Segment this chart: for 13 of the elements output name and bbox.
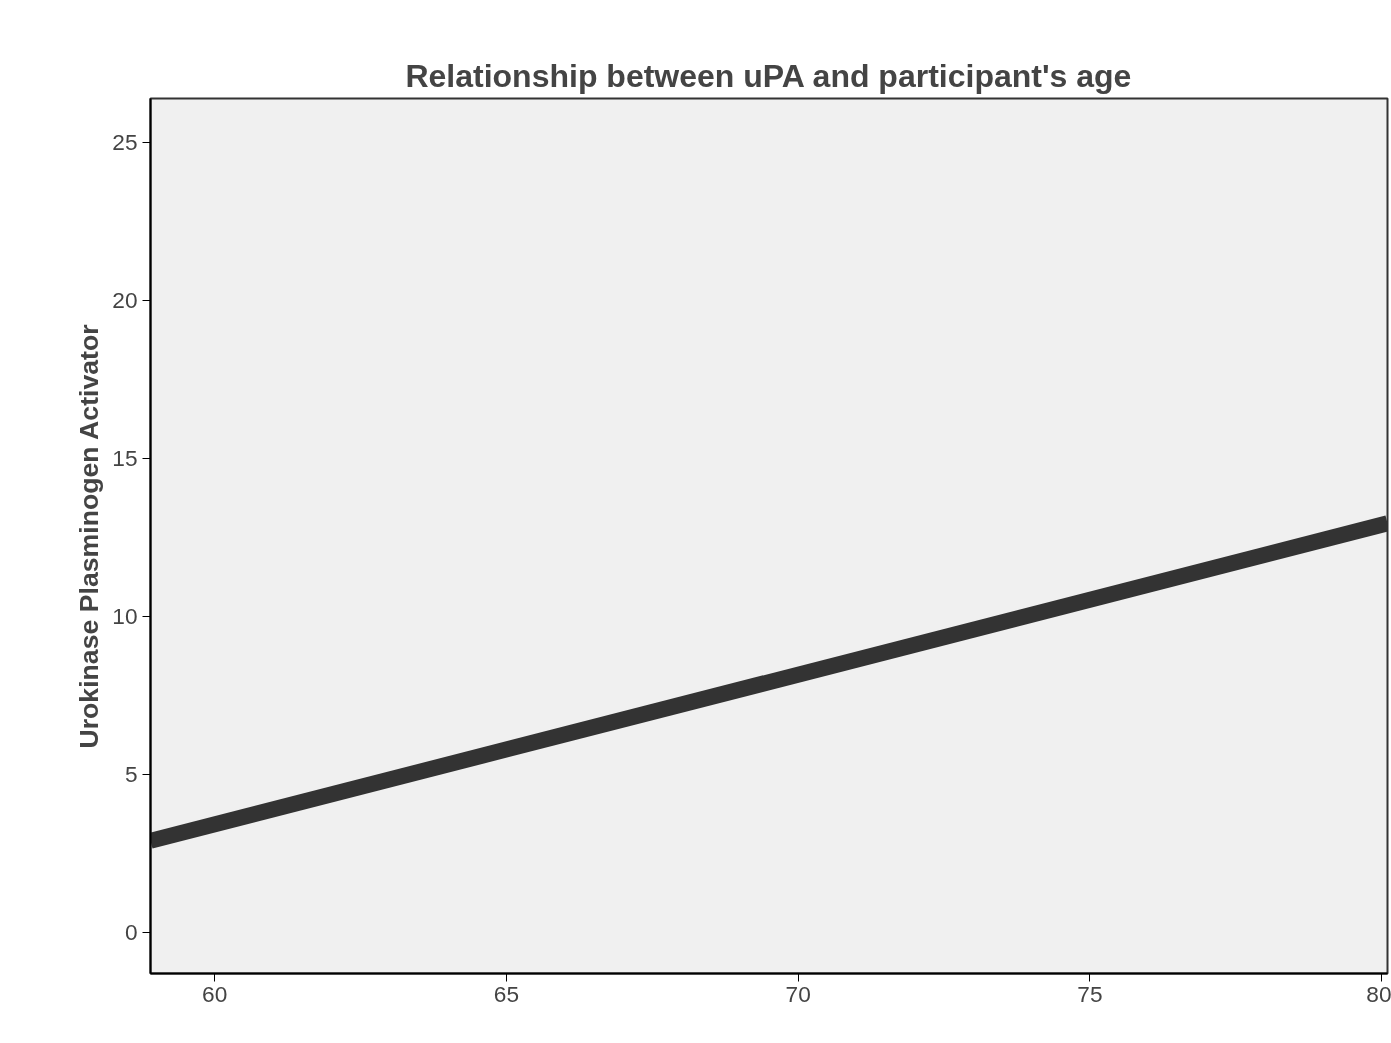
y-tick-label: 20: [112, 287, 138, 314]
y-axis-title: Urokinase Plasminogen Activator: [74, 324, 105, 749]
x-tick-label: 75: [1077, 980, 1103, 1007]
y-tick-label: 0: [124, 918, 138, 945]
x-tick-label: 80: [1366, 980, 1391, 1007]
y-tick-label: 15: [112, 445, 138, 472]
x-tick-label: 70: [785, 980, 811, 1007]
chart-title: Relationship between uPA and participant's age: [405, 57, 1132, 94]
y-tick-label: 10: [112, 603, 138, 630]
x-tick-label: 60: [202, 980, 228, 1007]
y-tick-label: 25: [112, 129, 138, 156]
x-tick-label: 65: [493, 980, 520, 1007]
y-tick-label: 5: [124, 760, 138, 787]
